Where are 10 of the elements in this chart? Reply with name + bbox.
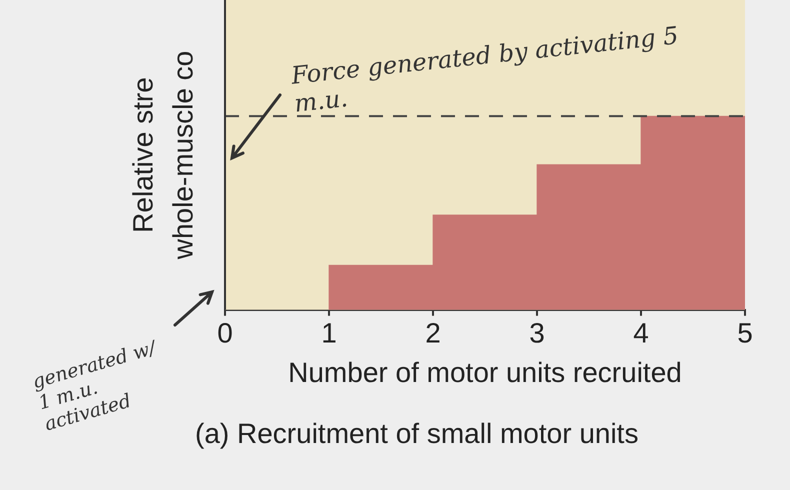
text: (a) Recruitment of small motor units	[195, 418, 638, 450]
x-tick-label: 5	[737, 317, 753, 348]
y-axis-title: Relative stre whole-muscle co	[128, 50, 199, 260]
x-axis-title: Number of motor units recruited	[288, 356, 682, 388]
x-tick-label: 2	[425, 317, 441, 348]
x-tick-label: 3	[529, 317, 545, 348]
x-tick-label: 1	[321, 317, 337, 348]
x-tick-label: 4	[633, 317, 649, 348]
annotation: Force generated by activating 5 m.u.	[290, 20, 681, 118]
x-tick-label: 0	[217, 317, 233, 348]
